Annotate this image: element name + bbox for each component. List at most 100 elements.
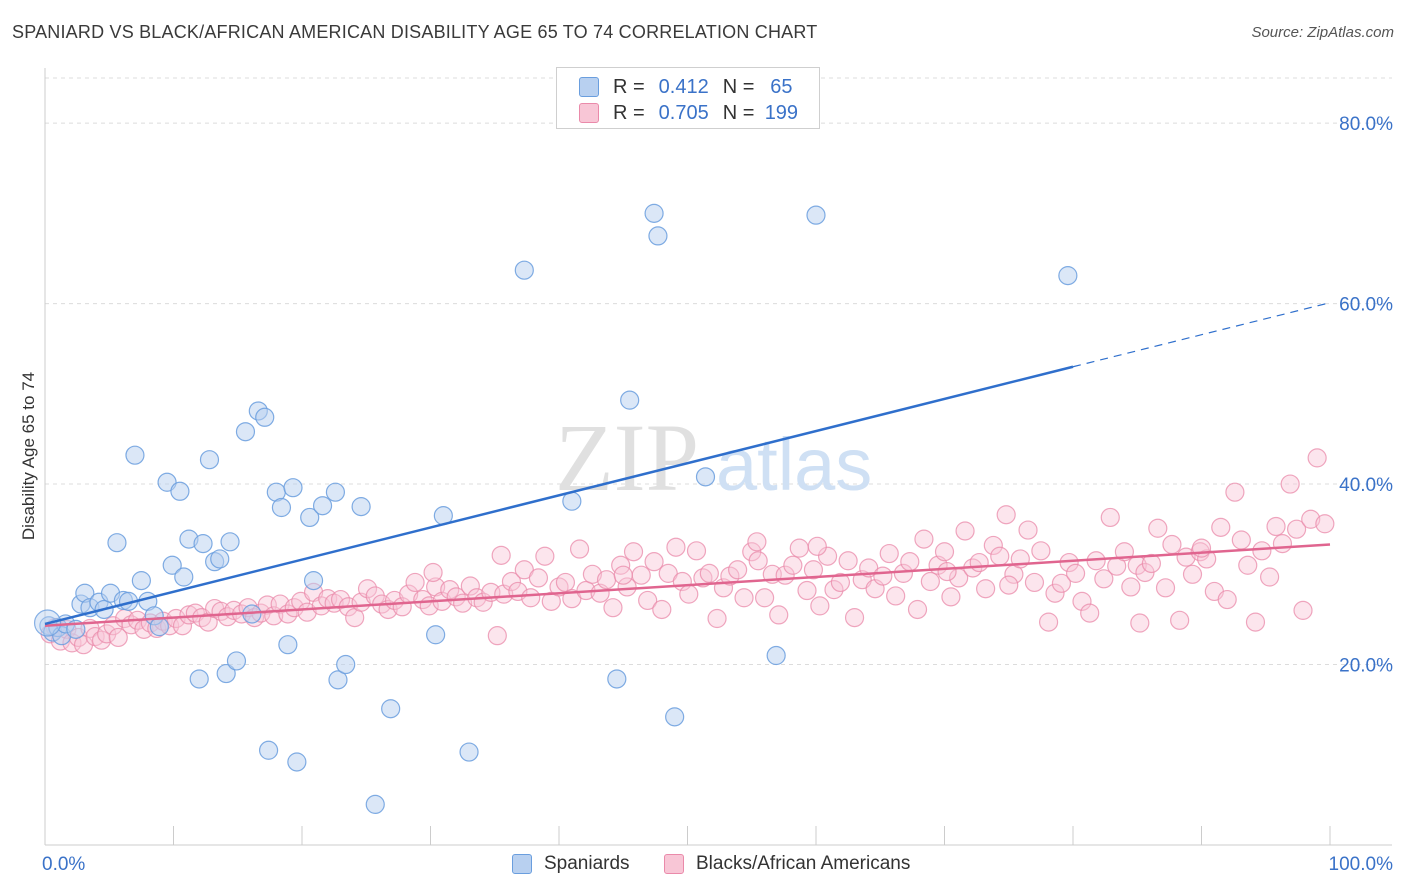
data-point-spaniards xyxy=(325,482,346,502)
data-point-spaniards xyxy=(220,532,240,552)
legend-swatch-blue xyxy=(579,77,599,97)
data-point-black-african-americans xyxy=(357,579,378,599)
data-point-black-african-americans xyxy=(830,572,851,593)
data-point-black-african-americans xyxy=(1231,530,1251,550)
data-point-black-african-americans xyxy=(679,584,699,604)
data-point-black-african-americans xyxy=(521,588,541,608)
data-point-black-african-americans xyxy=(603,598,623,618)
data-point-spaniards xyxy=(210,549,230,569)
data-point-black-african-americans xyxy=(824,580,844,600)
data-point-black-african-americans xyxy=(1293,600,1313,620)
data-point-black-african-americans xyxy=(1280,474,1300,494)
data-point-black-african-americans xyxy=(1045,583,1065,603)
x-tick-label: 0.0% xyxy=(42,854,85,875)
data-point-black-african-americans xyxy=(699,563,719,583)
data-point-black-african-americans xyxy=(1315,514,1335,534)
data-point-spaniards xyxy=(193,534,213,554)
data-point-spaniards xyxy=(766,645,786,666)
bottom-legend-spaniards: Spaniards xyxy=(512,852,630,876)
y-tick-label: 60.0% xyxy=(1339,295,1393,316)
data-point-black-african-americans xyxy=(108,627,128,648)
data-point-spaniards xyxy=(607,669,627,689)
data-point-black-african-americans xyxy=(1245,612,1266,632)
data-point-black-african-americans xyxy=(1024,572,1045,593)
data-point-black-african-americans xyxy=(1155,578,1176,598)
data-point-spaniards xyxy=(514,260,534,280)
data-point-black-african-americans xyxy=(797,580,817,601)
data-point-black-african-americans xyxy=(638,590,658,611)
data-point-black-african-americans xyxy=(838,551,858,571)
data-point-black-african-americans xyxy=(535,546,555,566)
data-point-black-african-americans xyxy=(803,560,824,580)
bottom-legend-label: Blacks/African Americans xyxy=(696,853,911,874)
data-point-black-african-americans xyxy=(1051,573,1072,593)
data-point-black-african-americans xyxy=(405,572,425,593)
data-point-black-african-americans xyxy=(1301,509,1321,529)
data-point-black-african-americans xyxy=(728,560,748,580)
data-point-black-african-americans xyxy=(1094,569,1114,589)
data-point-spaniards xyxy=(644,203,664,223)
data-point-spaniards xyxy=(300,507,320,528)
data-point-black-african-americans xyxy=(934,542,955,562)
data-point-spaniards xyxy=(189,669,209,689)
legend-r-label: R = xyxy=(613,101,645,124)
data-point-black-african-americans xyxy=(582,564,603,584)
data-point-black-african-americans xyxy=(330,589,351,610)
data-point-black-african-americans xyxy=(769,605,789,625)
data-point-black-african-americans xyxy=(976,579,996,599)
data-point-spaniards xyxy=(255,407,275,427)
data-point-spaniards xyxy=(648,226,668,246)
data-point-black-african-americans xyxy=(969,552,989,573)
data-point-black-african-americans xyxy=(886,586,906,606)
data-point-black-african-americans xyxy=(1130,613,1150,633)
data-point-black-african-americans xyxy=(1018,520,1038,540)
data-point-spaniards xyxy=(216,663,236,684)
data-point-black-african-americans xyxy=(1217,589,1237,610)
data-point-spaniards xyxy=(226,651,247,671)
data-point-spaniards xyxy=(174,567,194,587)
data-point-black-african-americans xyxy=(658,563,678,583)
data-point-black-african-americans xyxy=(1307,448,1327,468)
data-point-spaniards xyxy=(459,742,479,762)
data-point-black-african-americans xyxy=(1031,541,1051,561)
data-point-spaniards xyxy=(271,497,292,518)
data-point-black-african-americans xyxy=(1238,555,1258,575)
data-point-spaniards xyxy=(287,752,307,772)
data-point-black-african-americans xyxy=(955,521,975,541)
data-point-black-african-americans xyxy=(1141,553,1161,574)
data-point-black-african-americans xyxy=(1148,518,1168,538)
data-point-black-african-americans xyxy=(91,630,112,650)
data-point-spaniards xyxy=(806,205,826,225)
trendline-spaniards-extension xyxy=(1072,302,1331,368)
legend-n-value: 199 xyxy=(764,101,799,124)
data-point-black-african-americans xyxy=(631,565,651,585)
chart-title: SPANIARD VS BLACK/AFRICAN AMERICAN DISAB… xyxy=(12,22,818,42)
data-point-black-african-americans xyxy=(1260,567,1280,587)
data-point-spaniards xyxy=(131,571,151,591)
data-point-spaniards xyxy=(235,422,256,442)
data-point-black-african-americans xyxy=(900,552,920,572)
data-point-black-african-americans xyxy=(734,588,754,608)
data-point-spaniards xyxy=(312,496,333,516)
data-point-black-african-americans xyxy=(617,577,637,597)
legend-swatch-pink xyxy=(579,103,599,123)
y-tick-label: 20.0% xyxy=(1339,656,1393,677)
data-point-spaniards xyxy=(365,794,385,814)
legend-n-value: 65 xyxy=(770,75,793,98)
data-point-black-african-americans xyxy=(1252,541,1272,561)
data-point-spaniards xyxy=(695,467,716,487)
data-point-black-african-americans xyxy=(817,546,838,566)
data-point-black-african-americans xyxy=(1072,591,1092,611)
data-point-black-african-americans xyxy=(555,572,576,593)
data-point-spaniards xyxy=(283,478,303,498)
x-tick-label: 100.0% xyxy=(1329,854,1394,875)
data-point-spaniards xyxy=(278,635,298,655)
data-point-black-african-americans xyxy=(1286,519,1307,539)
data-point-black-african-americans xyxy=(707,608,727,629)
data-point-black-african-americans xyxy=(844,608,865,628)
data-point-black-african-americans xyxy=(613,565,633,585)
bottom-legend-swatch-pink xyxy=(664,854,684,874)
data-point-black-african-americans xyxy=(941,587,961,607)
y-axis-title: Disability Age 65 to 74 xyxy=(19,372,38,540)
